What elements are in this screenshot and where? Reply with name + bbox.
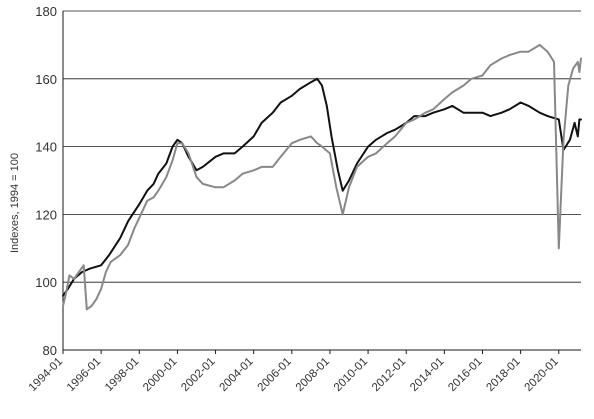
x-tick-label: 2014-01: [408, 356, 446, 394]
x-tick-label: 1996-01: [65, 356, 103, 394]
y-tick-label: 80: [43, 343, 57, 358]
x-tick-labels: 1994-01 1996-01 1998-01 2000-01 2002-01 2004-…: [27, 356, 561, 394]
series-line-1: [62, 77, 582, 297]
x-tick-label: 2020-01: [523, 356, 561, 394]
x-tick-label: 2016-01: [446, 356, 484, 394]
x-tick-label: 2000-01: [141, 356, 179, 394]
y-tick-label: 120: [35, 207, 57, 222]
x-tick-label: 1994-01: [27, 356, 65, 394]
series-line-2: [62, 43, 582, 311]
x-tick-label: 2012-01: [370, 356, 408, 394]
y-axis-title: Indexes, 1994 = 100: [9, 153, 21, 253]
x-tick-label: 2006-01: [256, 356, 294, 394]
y-tick-label: 140: [35, 140, 57, 155]
y-tick-labels: 80 100 120 140 160 180: [35, 4, 57, 358]
x-tick-label: 2018-01: [484, 356, 522, 394]
y-tick-label: 160: [35, 72, 57, 87]
x-tick-label: 2002-01: [179, 356, 217, 394]
x-tick-label: 2008-01: [294, 356, 332, 394]
x-tick-label: 2010-01: [332, 356, 370, 394]
y-tick-label: 100: [35, 275, 57, 290]
series-lines: [62, 43, 582, 311]
axes: [62, 11, 581, 354]
y-tick-label: 180: [35, 4, 57, 19]
x-tick-label: 2004-01: [217, 356, 255, 394]
x-tick-label: 1998-01: [103, 356, 141, 394]
